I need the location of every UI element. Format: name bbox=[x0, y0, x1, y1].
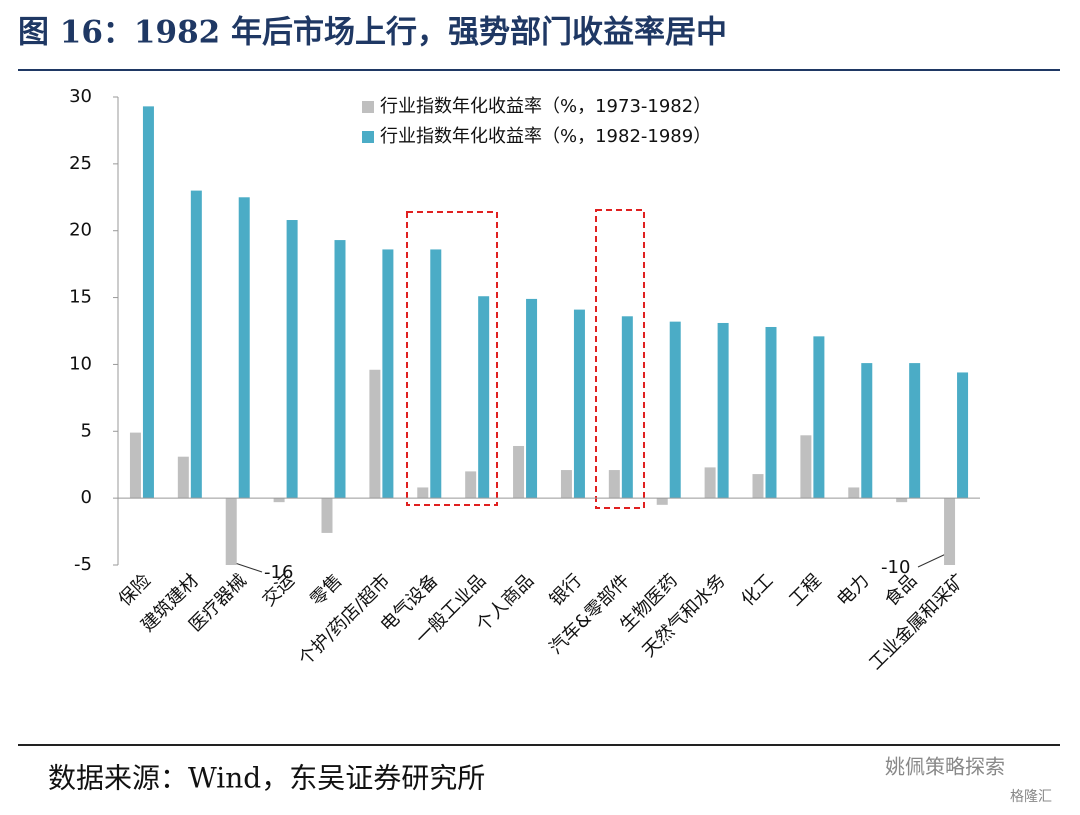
leader-line bbox=[917, 552, 949, 568]
y-tick-label: 5 bbox=[81, 420, 92, 441]
source: 数据来源：Wind，东吴证券研究所 bbox=[48, 762, 485, 795]
bar bbox=[321, 498, 333, 533]
y-tick-label: -5 bbox=[74, 554, 92, 575]
legend-swatch bbox=[362, 131, 374, 143]
bar bbox=[286, 220, 298, 499]
bar bbox=[573, 309, 585, 499]
x-tick-label: 化工 bbox=[737, 570, 777, 610]
highlight-box bbox=[406, 211, 498, 506]
y-tick-label: 30 bbox=[69, 86, 92, 107]
bar bbox=[417, 487, 429, 499]
x-tick-label: 电力 bbox=[833, 570, 873, 610]
bar bbox=[478, 296, 490, 499]
bar bbox=[273, 498, 285, 503]
watermark: 格隆汇 bbox=[1010, 789, 1052, 805]
bar bbox=[944, 498, 956, 565]
bar bbox=[238, 197, 250, 499]
bar bbox=[526, 298, 538, 499]
bar bbox=[656, 498, 668, 505]
data-label: -16 bbox=[264, 562, 293, 583]
bar bbox=[177, 456, 189, 499]
x-tick-label: 工程 bbox=[785, 570, 825, 610]
legend-swatch bbox=[362, 101, 374, 113]
y-tick-label: 25 bbox=[69, 153, 92, 174]
bar bbox=[800, 435, 812, 499]
bar bbox=[909, 363, 921, 499]
bar bbox=[142, 106, 154, 499]
y-tick-label: 0 bbox=[81, 487, 92, 508]
plot-area bbox=[129, 106, 969, 565]
legend-label: 行业指数年化收益率（%，1982-1989） bbox=[380, 126, 711, 147]
bar bbox=[465, 471, 477, 499]
bar bbox=[896, 498, 908, 503]
chart-title: 图 16：1982 年后市场上行，强势部门收益率居中 bbox=[18, 15, 727, 51]
bar bbox=[225, 498, 237, 565]
data-label: -10 bbox=[881, 557, 910, 578]
bar bbox=[704, 467, 716, 499]
bar bbox=[621, 316, 633, 499]
bar bbox=[513, 445, 525, 499]
bar bbox=[717, 322, 729, 499]
bar bbox=[861, 363, 873, 499]
bar bbox=[334, 240, 346, 499]
bar bbox=[129, 432, 141, 499]
bar bbox=[669, 321, 681, 499]
bar bbox=[813, 336, 825, 499]
bar bbox=[382, 249, 394, 499]
legend-label: 行业指数年化收益率（%，1973-1982） bbox=[380, 96, 711, 117]
bar bbox=[765, 326, 777, 499]
y-tick-label: 15 bbox=[69, 287, 92, 308]
bar bbox=[957, 372, 969, 499]
bar bbox=[752, 474, 764, 499]
bar bbox=[848, 487, 860, 499]
bar bbox=[430, 249, 442, 499]
highlight-box bbox=[595, 209, 645, 509]
x-tick-label: 银行 bbox=[546, 570, 586, 610]
leader-line bbox=[231, 561, 263, 573]
y-tick-label: 10 bbox=[69, 353, 92, 374]
watermark: 姚佩策略探索 bbox=[885, 755, 1005, 779]
bar bbox=[190, 190, 202, 499]
bar bbox=[608, 470, 620, 499]
x-tick-label: 保险 bbox=[115, 570, 155, 610]
bar bbox=[369, 369, 381, 499]
y-tick-label: 20 bbox=[69, 220, 92, 241]
bar bbox=[560, 470, 572, 499]
x-tick-label: 零售 bbox=[306, 570, 346, 610]
